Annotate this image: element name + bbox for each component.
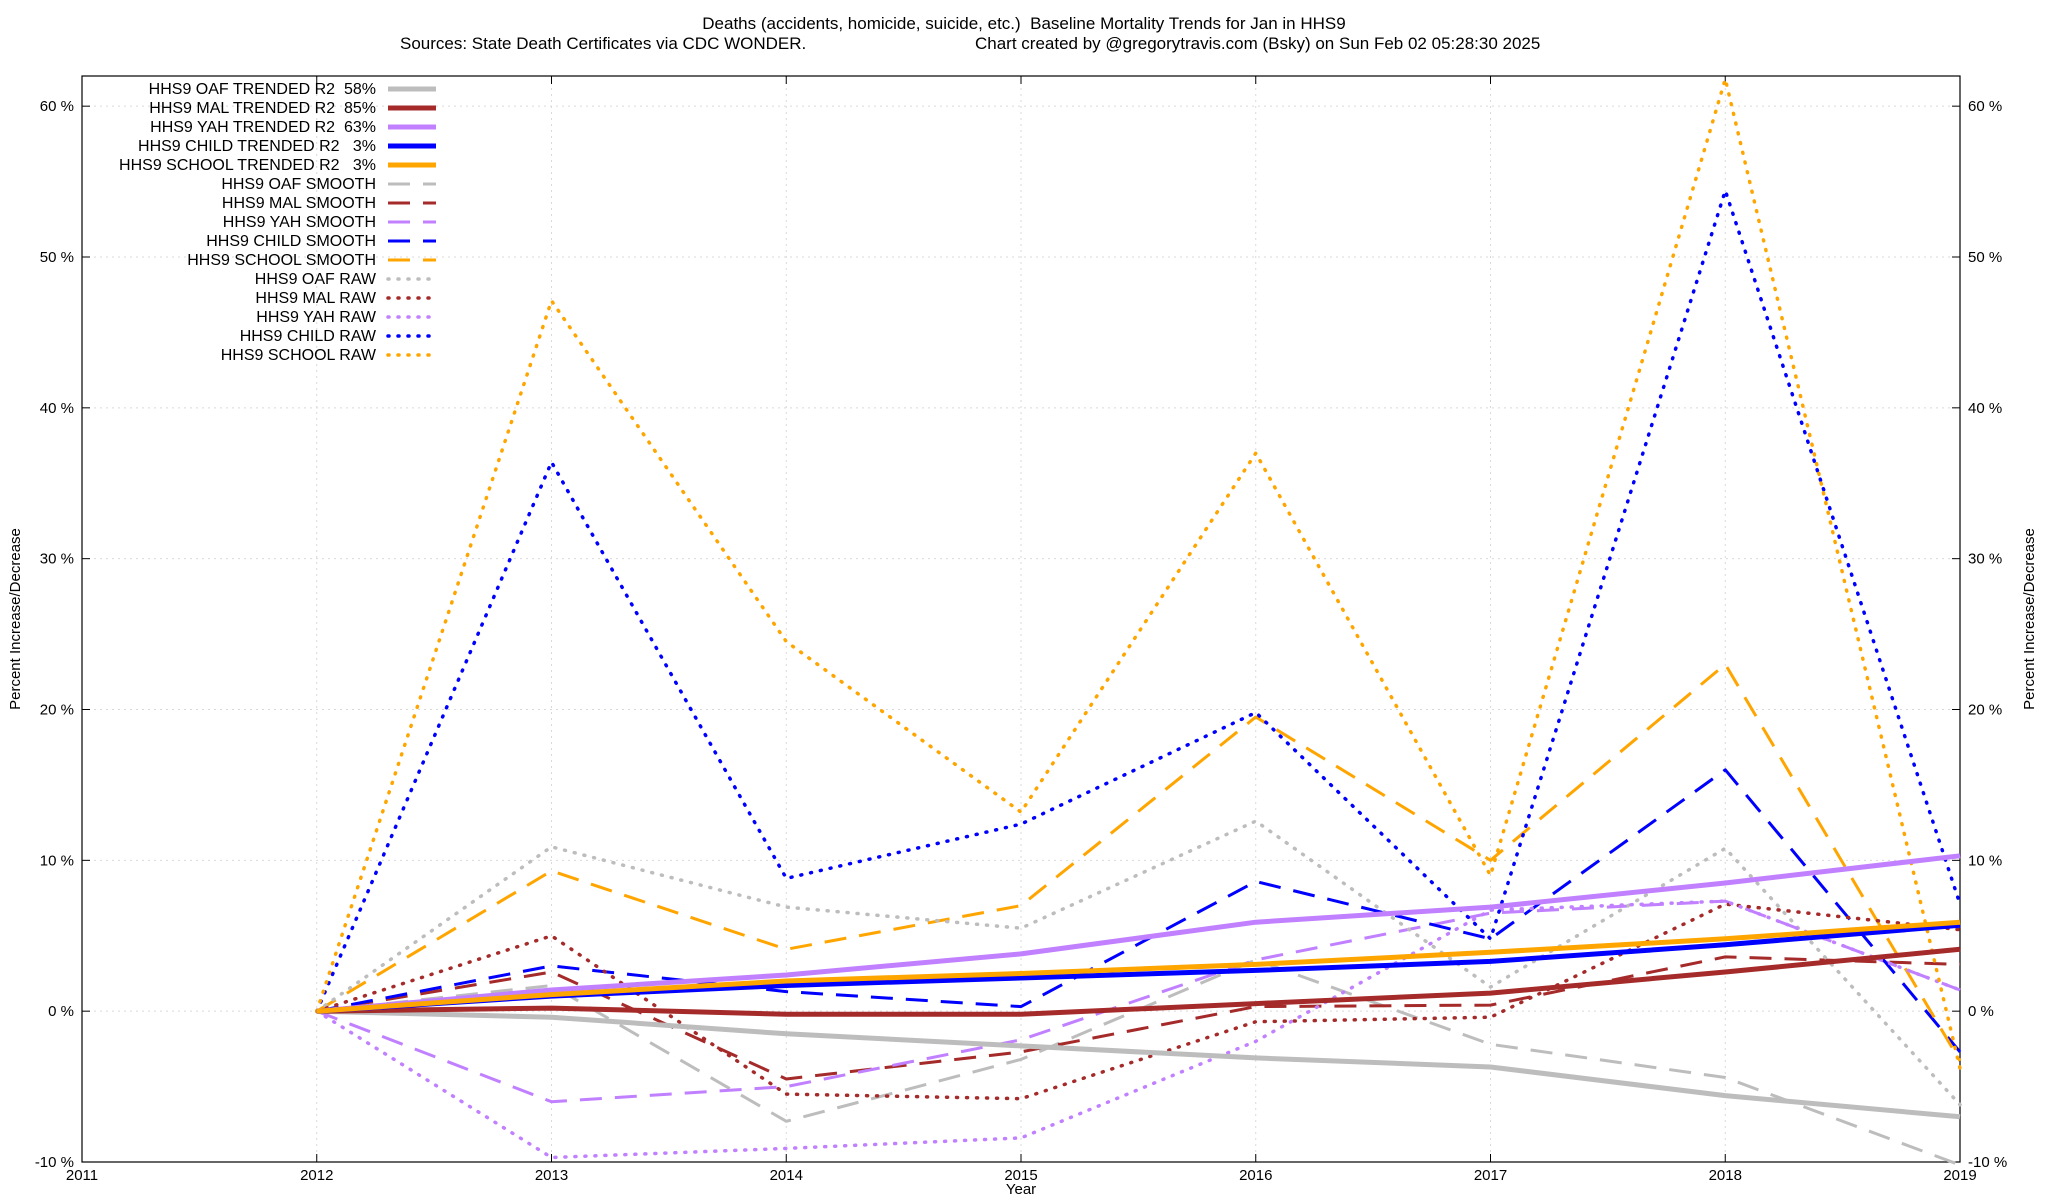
legend-label-15: HHS9 SCHOOL RAW xyxy=(221,347,377,364)
series-line-3 xyxy=(316,853,1961,1014)
x-tick-label: 2018 xyxy=(1709,1167,1742,1184)
legend-label-12: HHS9 MAL RAW xyxy=(255,290,377,307)
y2-tick-label: 40 % xyxy=(1968,400,2002,417)
y-axis-label: Percent Increase/Decrease xyxy=(7,528,24,710)
x-tick-label: 2016 xyxy=(1239,1167,1272,1184)
x-tick-label: 2017 xyxy=(1474,1167,1507,1184)
y2-tick-label: 0 % xyxy=(1968,1003,1994,1020)
y-tick-label: 30 % xyxy=(40,551,74,568)
legend-label-9: HHS9 CHILD SMOOTH xyxy=(206,233,376,250)
y-tick-label: -10 % xyxy=(35,1154,74,1171)
y2-tick-label: 10 % xyxy=(1968,852,2002,869)
y-tick-label: 20 % xyxy=(40,702,74,719)
y2-tick-label: 60 % xyxy=(1968,98,2002,115)
x-axis-label: Year xyxy=(1006,1181,1036,1198)
y-tick-label: 0 % xyxy=(48,1003,74,1020)
series-line-8 xyxy=(316,899,1961,1104)
y-tick-label: 10 % xyxy=(40,852,74,869)
series-line-15 xyxy=(315,77,1962,1071)
x-tick-label: 2014 xyxy=(770,1167,803,1184)
series-line-14 xyxy=(315,188,1962,1013)
legend-label-6: HHS9 OAF SMOOTH xyxy=(221,176,376,193)
y-tick-label: 60 % xyxy=(40,98,74,115)
series-line-1 xyxy=(316,1008,1961,1120)
legend-label-8: HHS9 YAH SMOOTH xyxy=(223,214,376,231)
legend-label-1: HHS9 OAF TRENDED R2 58% xyxy=(149,81,376,98)
series-line-2 xyxy=(316,946,1961,1017)
y2-tick-label: 30 % xyxy=(1968,551,2002,568)
x-tick-label: 2015 xyxy=(1004,1167,1037,1184)
legend-label-14: HHS9 CHILD RAW xyxy=(240,328,377,345)
series-line-5 xyxy=(316,919,1961,1014)
x-tick-label: 2012 xyxy=(300,1167,333,1184)
legend-label-10: HHS9 SCHOOL SMOOTH xyxy=(187,252,376,269)
x-tick-label: 2013 xyxy=(535,1167,568,1184)
chart-subtitle-credit: Chart created by @gregorytravis.com (Bsk… xyxy=(975,34,1541,53)
legend-label-3: HHS9 YAH TRENDED R2 63% xyxy=(150,119,376,136)
y2-tick-label: -10 % xyxy=(1968,1154,2007,1171)
x-tick-label: 2019 xyxy=(1943,1167,1976,1184)
y2-tick-label: 50 % xyxy=(1968,249,2002,266)
series-line-11 xyxy=(315,819,1962,1107)
legend-label-7: HHS9 MAL SMOOTH xyxy=(222,195,376,212)
chart-title: Deaths (accidents, homicide, suicide, et… xyxy=(702,14,1346,33)
y-tick-label: 40 % xyxy=(40,400,74,417)
x-tick-label: 2011 xyxy=(66,1167,98,1184)
legend-label-11: HHS9 OAF RAW xyxy=(255,271,377,288)
legend-label-5: HHS9 SCHOOL TRENDED R2 3% xyxy=(119,157,376,174)
series-line-9 xyxy=(316,768,1962,1053)
series-line-10 xyxy=(316,662,1962,1062)
chart-subtitle-sources: Sources: State Death Certificates via CD… xyxy=(400,34,807,53)
legend-label-2: HHS9 MAL TRENDED R2 85% xyxy=(149,100,376,117)
y-tick-label: 50 % xyxy=(40,249,74,266)
legend-label-4: HHS9 CHILD TRENDED R2 3% xyxy=(138,138,376,155)
y2-axis-label: Percent Increase/Decrease xyxy=(2021,528,2038,710)
legend-label-13: HHS9 YAH RAW xyxy=(256,309,377,326)
y2-tick-label: 20 % xyxy=(1968,702,2002,719)
